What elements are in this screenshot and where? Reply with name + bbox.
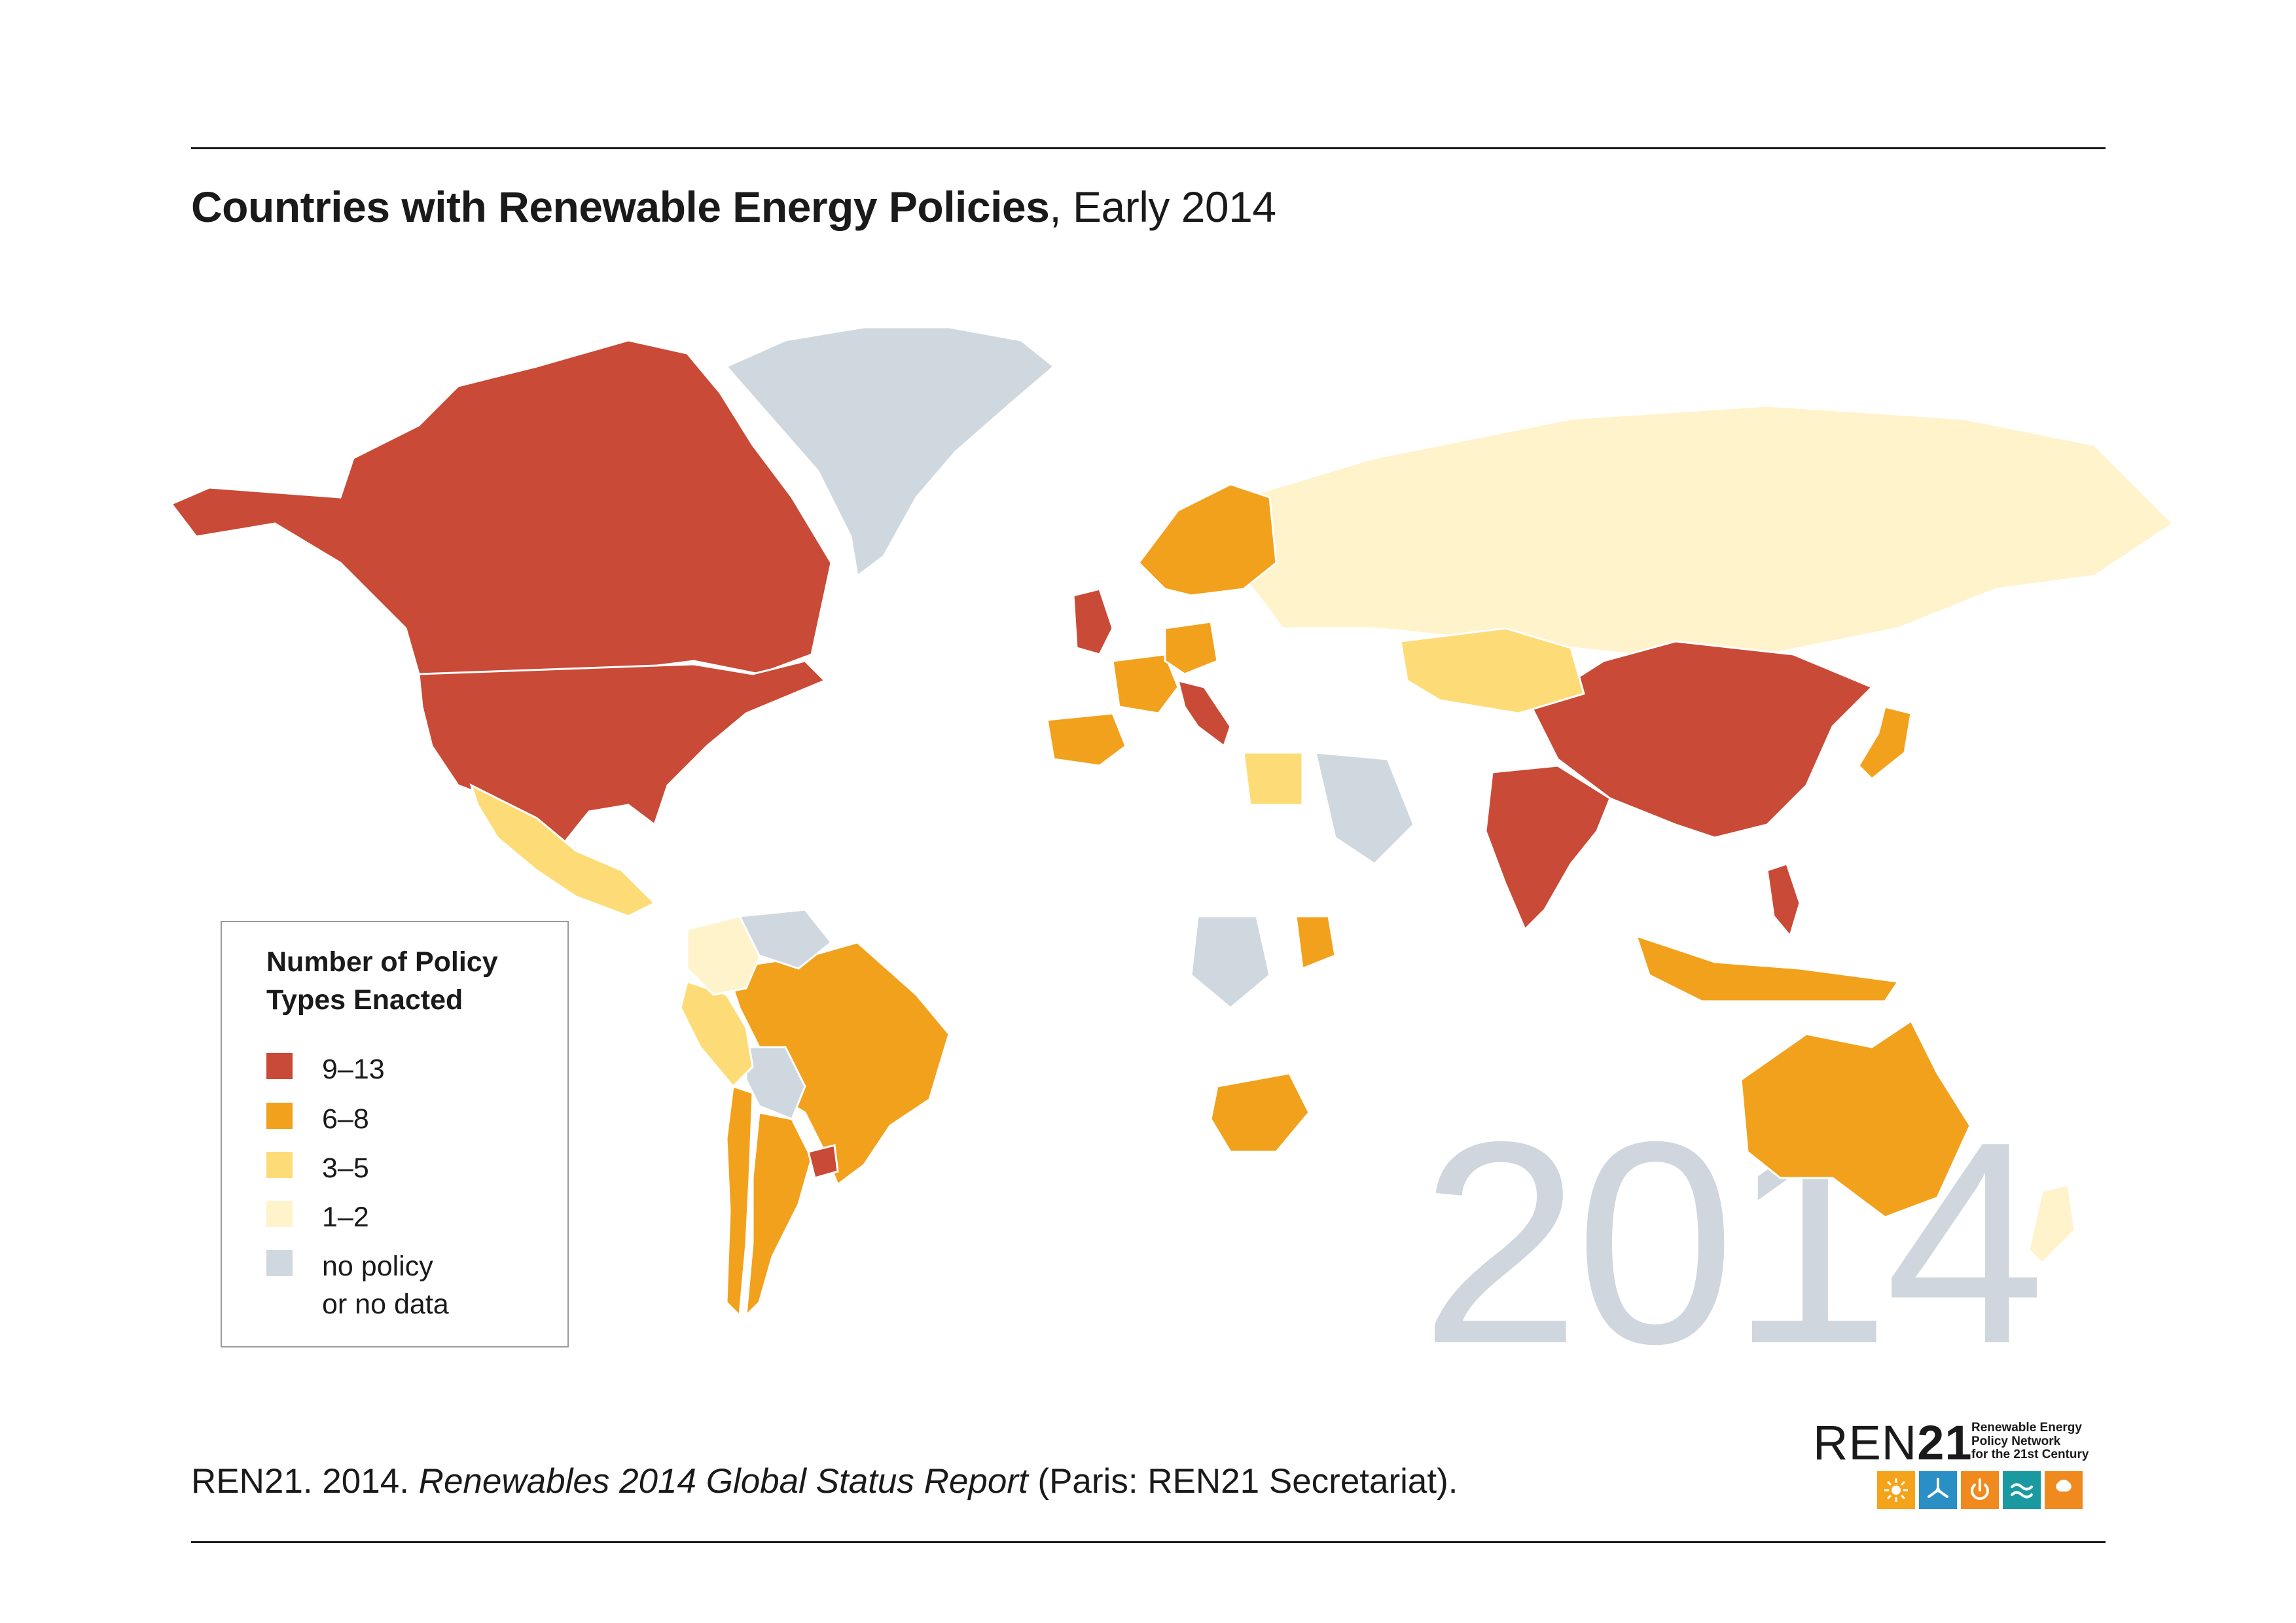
region-canada bbox=[170, 339, 833, 675]
leaf-icon bbox=[2045, 1471, 2083, 1509]
power-icon bbox=[1961, 1471, 1999, 1509]
sun-icon bbox=[1877, 1471, 1915, 1509]
legend-label: 3–5 bbox=[322, 1152, 369, 1184]
legend-title: Number of Policy Types Enacted bbox=[266, 946, 498, 1016]
legend-item-9-13: 9–13 bbox=[266, 1050, 385, 1090]
region-kenya bbox=[1295, 915, 1336, 971]
region-peru bbox=[679, 980, 754, 1088]
legend-swatch bbox=[266, 1103, 293, 1129]
legend-label: 9–13 bbox=[322, 1054, 385, 1085]
bottom-rule bbox=[191, 1541, 2106, 1543]
logo-tagline: Renewable Energy Policy Network for the … bbox=[1971, 1421, 2089, 1462]
region-united-kingdom bbox=[1072, 588, 1114, 656]
region-venezuela bbox=[738, 908, 833, 970]
region-united-states bbox=[418, 660, 827, 846]
region-south-africa bbox=[1210, 1072, 1310, 1153]
map-title-rest: , Early 2014 bbox=[1049, 183, 1276, 231]
region-saudi-arabia bbox=[1314, 751, 1415, 865]
source-report-title: Renewables 2014 Global Status Report bbox=[418, 1462, 1028, 1501]
wind-turbine-icon bbox=[1919, 1471, 1957, 1509]
legend-item-6-8: 6–8 bbox=[266, 1100, 369, 1139]
region-germany bbox=[1164, 620, 1219, 675]
region-mexico bbox=[469, 783, 656, 918]
legend-swatch bbox=[266, 1250, 293, 1276]
region-argentina bbox=[745, 1111, 813, 1318]
legend-swatch bbox=[266, 1152, 293, 1178]
region-greenland bbox=[725, 326, 1056, 578]
water-wave-icon bbox=[2003, 1471, 2041, 1509]
map-title-bold: Countries with Renewable Energy Policies bbox=[191, 183, 1050, 231]
legend-swatch bbox=[266, 1201, 293, 1227]
region-kazakhstan bbox=[1399, 627, 1585, 715]
region-uruguay bbox=[807, 1144, 839, 1179]
region-spain bbox=[1046, 712, 1127, 767]
logo-wordmark: REN21 bbox=[1813, 1419, 1973, 1467]
region-india bbox=[1484, 764, 1611, 931]
source-citation: REN21. 2014. Renewables 2014 Global Stat… bbox=[191, 1461, 1458, 1501]
legend: Number of Policy Types Enacted 9–13 6–8 … bbox=[221, 921, 569, 1347]
legend-item-3-5: 3–5 bbox=[266, 1149, 369, 1188]
region-philippines bbox=[1766, 863, 1801, 938]
region-scandinavia bbox=[1138, 483, 1278, 597]
region-egypt bbox=[1242, 751, 1304, 806]
region-russia bbox=[1242, 404, 2175, 656]
legend-label: 1–2 bbox=[322, 1202, 369, 1233]
map-title: Countries with Renewable Energy Policies… bbox=[191, 182, 1276, 232]
legend-item-no-policy: no policy or no data bbox=[266, 1247, 449, 1320]
region-japan bbox=[1857, 705, 1912, 781]
top-rule bbox=[191, 147, 2106, 149]
region-new-zealand bbox=[2028, 1183, 2076, 1265]
region-australia bbox=[1740, 1019, 1971, 1219]
legend-label: no policy or no data bbox=[322, 1251, 449, 1321]
legend-item-1-2: 1–2 bbox=[266, 1198, 369, 1238]
ren21-logo: REN21 Renewable Energy Policy Network fo… bbox=[1813, 1419, 2108, 1509]
logo-word-b: 21 bbox=[1917, 1416, 1973, 1470]
logo-icons bbox=[1877, 1471, 2083, 1509]
source-suffix: (Paris: REN21 Secretariat). bbox=[1028, 1462, 1458, 1501]
region-italy bbox=[1176, 679, 1232, 748]
region-dr-congo bbox=[1190, 915, 1271, 1009]
logo-word-a: REN bbox=[1813, 1416, 1918, 1470]
region-bolivia bbox=[745, 1046, 806, 1120]
source-prefix: REN21. 2014. bbox=[191, 1462, 419, 1501]
region-indonesia bbox=[1634, 934, 1900, 1003]
legend-swatch bbox=[266, 1053, 293, 1079]
region-chile bbox=[725, 1084, 754, 1318]
region-france bbox=[1111, 653, 1179, 715]
legend-label: 6–8 bbox=[322, 1103, 369, 1135]
